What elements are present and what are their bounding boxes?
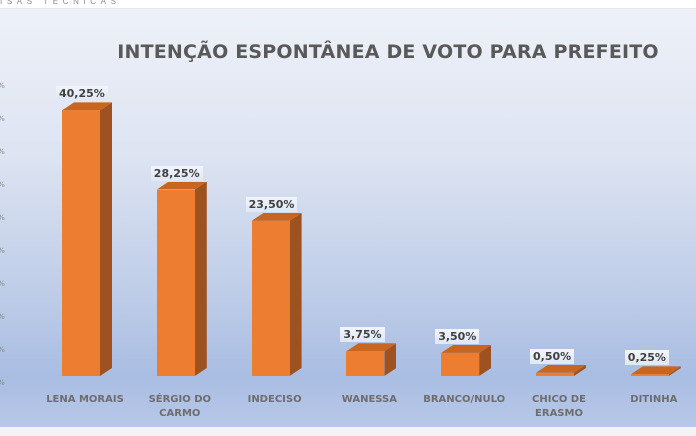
category-label: INDECISO (247, 394, 302, 405)
bar-side (479, 344, 492, 376)
y-tick-label: 0% (0, 114, 14, 123)
category-label: LENA MORAIS (46, 394, 124, 405)
bar-top (156, 181, 207, 190)
category-label: BRANCO/NULO (423, 394, 506, 405)
bar-top (346, 343, 397, 352)
data-label: 28,25% (150, 165, 203, 181)
top-strip-text: ISAS TÉCNICAS (0, 0, 121, 6)
bar-front (251, 220, 290, 376)
category-label: CHICO DE ERASMO (532, 394, 586, 419)
bar-front (441, 352, 480, 376)
y-tick-label: 0% (0, 378, 14, 387)
bar-side (574, 364, 586, 376)
y-tick-label: 0% (0, 213, 14, 222)
top-strip: ISAS TÉCNICAS (0, 0, 696, 9)
bar-side (384, 343, 397, 376)
data-label: 23,50% (245, 196, 298, 212)
bar-side (194, 181, 207, 376)
category-label: DITINHA (630, 394, 678, 405)
data-label: 0,25% (624, 350, 669, 366)
category-label: WANESSA (341, 394, 397, 405)
data-label: 3,50% (435, 328, 480, 344)
y-tick-label: 0% (0, 81, 14, 90)
chart-title: INTENÇÃO ESPONTÂNEA DE VOTO PARA PREFEIT… (117, 41, 659, 63)
y-tick-label: 0% (0, 279, 14, 288)
y-tick-label: 0% (0, 246, 14, 255)
category-label: SÉRGIO DO CARMO (148, 394, 212, 419)
bar-front (630, 374, 669, 376)
data-label: 40,25% (56, 86, 108, 102)
bar-top (630, 366, 681, 375)
bar-top (62, 102, 112, 111)
bottom-strip (0, 427, 696, 436)
bar-top (441, 344, 492, 353)
bar-side (668, 366, 681, 376)
bar-front (156, 189, 195, 376)
data-label: 0,50% (530, 348, 575, 364)
bar-front (346, 351, 385, 376)
bar-top (251, 212, 302, 221)
y-tick-label: 0% (0, 180, 14, 189)
bar-front (62, 110, 100, 376)
bar-side (289, 212, 302, 376)
y-tick-label: 0% (0, 345, 14, 354)
data-label: 3,75% (340, 327, 385, 343)
y-tick-label: 0% (0, 312, 14, 321)
y-tick-label: 0% (0, 147, 14, 156)
bar-side (100, 102, 112, 376)
bar-front (536, 372, 574, 376)
bar-top (536, 364, 586, 373)
